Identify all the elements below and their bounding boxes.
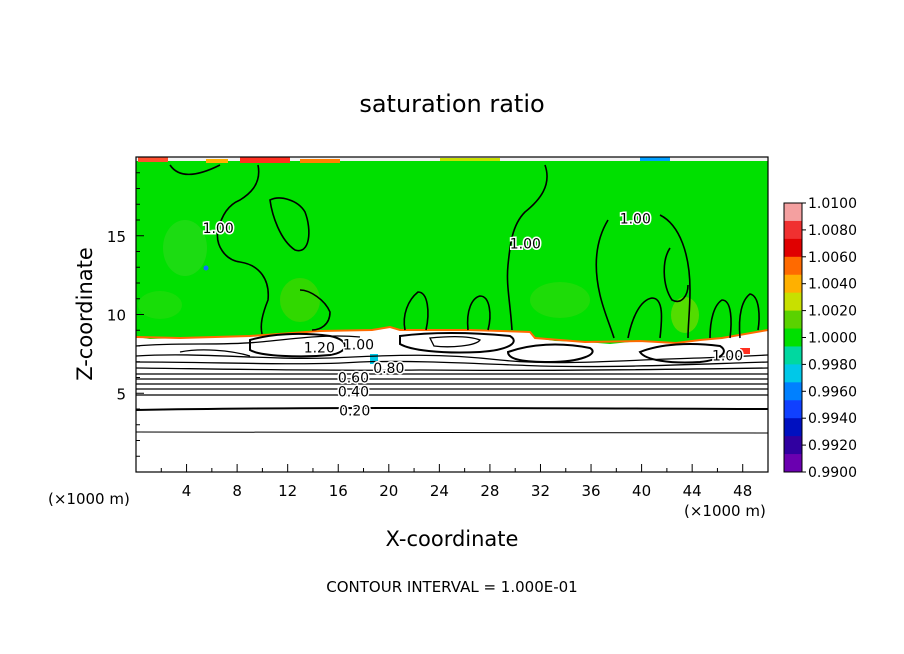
x-tick-label: 4	[182, 482, 192, 500]
colorbar-tick-label: 1.0100	[808, 196, 857, 212]
colorbar-tick-label: 1.0000	[808, 331, 857, 347]
colorbar-tick-label: 1.0080	[808, 223, 857, 239]
x-units-left: (×1000 m)	[48, 490, 130, 508]
y-tick-label: 5	[116, 385, 126, 403]
top-patch	[640, 157, 670, 161]
x-tick-label: 32	[531, 482, 550, 500]
x-tick-label: 36	[581, 482, 600, 500]
colorbar-swatch	[784, 400, 802, 419]
colorbar-swatch	[784, 328, 802, 347]
x-tick-label: 24	[430, 482, 449, 500]
colorbar-tick-label: 0.9960	[808, 384, 857, 400]
contour-label: 0.40	[338, 385, 369, 401]
y-axis-label: Z-coordinate	[73, 247, 97, 381]
contour-label: 0.80	[373, 361, 404, 377]
edge-patch	[740, 348, 750, 354]
colorbar-swatch	[784, 454, 802, 473]
x-tick-label: 12	[278, 482, 297, 500]
contour-lines-cloud	[135, 332, 769, 397]
colorbar-tick-label: 0.9900	[808, 465, 857, 481]
x-axis-label: X-coordinate	[386, 527, 519, 551]
colorbar: 1.0100 1.0080 1.0060 1.0040 1.0020 1.0000 0.99…	[783, 196, 857, 481]
colorbar-swatch	[784, 346, 802, 365]
colorbar-swatch	[784, 238, 802, 258]
y-tick-label: 15	[107, 228, 126, 246]
x-tick-label: 16	[329, 482, 348, 500]
x-axis: 4 8 12 16 20 24 28 32 36 40 44 48	[160, 464, 752, 500]
colorbar-swatch	[784, 292, 802, 312]
edge-patch	[370, 354, 378, 364]
x-tick-label: 44	[683, 482, 702, 500]
contour-label: 1.20	[304, 341, 335, 357]
colorbar-swatch	[784, 203, 802, 222]
top-patch	[138, 157, 168, 162]
contour-label: 1.00	[203, 221, 234, 237]
x-tick-label: 28	[480, 482, 499, 500]
contour-label: 0.60	[338, 371, 369, 387]
colorbar-tick-label: 1.0060	[808, 250, 857, 266]
chart-title: saturation ratio	[359, 90, 544, 118]
shade-blob	[163, 220, 207, 276]
colorbar-swatch	[784, 418, 802, 437]
colorbar-tick-label: 0.9940	[808, 411, 857, 427]
blue-spot	[203, 265, 209, 271]
contour-label: 1.00	[510, 237, 541, 253]
colorbar-swatch	[784, 274, 802, 294]
colorbar-swatch	[784, 220, 802, 240]
colorbar-swatch	[784, 310, 802, 330]
shade-blob	[138, 291, 182, 319]
x-tick-label: 8	[232, 482, 242, 500]
y-tick-label: 10	[107, 307, 126, 325]
contour-label: 1.00	[620, 211, 651, 227]
top-patch	[206, 159, 228, 163]
contour-labels: 1.00 1.00 1.00 1.00 1.20 1.00 0.800.600.40 0.20	[201, 210, 745, 421]
contour-interval-note: CONTOUR INTERVAL = 1.000E-01	[326, 578, 577, 596]
colorbar-swatch	[784, 436, 802, 455]
x-units-right: (×1000 m)	[684, 502, 766, 520]
top-patch	[240, 157, 290, 163]
x-tick-label: 48	[733, 482, 752, 500]
shade-blob	[671, 297, 699, 333]
contour-lines-upper	[169, 164, 760, 339]
contour-label: 1.00	[712, 348, 743, 364]
contour-label: 1.00	[343, 337, 374, 353]
colorbar-swatch	[784, 256, 802, 276]
contour-label: 0.20	[339, 404, 370, 420]
shade-blob	[280, 278, 320, 322]
colorbar-swatch	[784, 382, 802, 401]
colorbar-tick-label: 1.0020	[808, 304, 857, 320]
x-tick-label: 40	[632, 482, 651, 500]
dry-layer	[136, 332, 768, 472]
colorbar-tick-label: 0.9920	[808, 438, 857, 454]
top-patch	[300, 159, 340, 163]
colorbar-swatch	[784, 364, 802, 383]
plot-area: 1.00 1.00 1.00 1.00 1.20 1.00 0.800.600.40 0.20	[135, 156, 769, 473]
colorbar-tick-label: 0.9980	[808, 357, 857, 373]
shade-blob	[530, 282, 590, 318]
y-axis: 5 10 15	[107, 172, 144, 457]
colorbar-tick-label: 1.0040	[808, 277, 857, 293]
top-patch	[440, 158, 500, 161]
x-tick-label: 20	[379, 482, 398, 500]
